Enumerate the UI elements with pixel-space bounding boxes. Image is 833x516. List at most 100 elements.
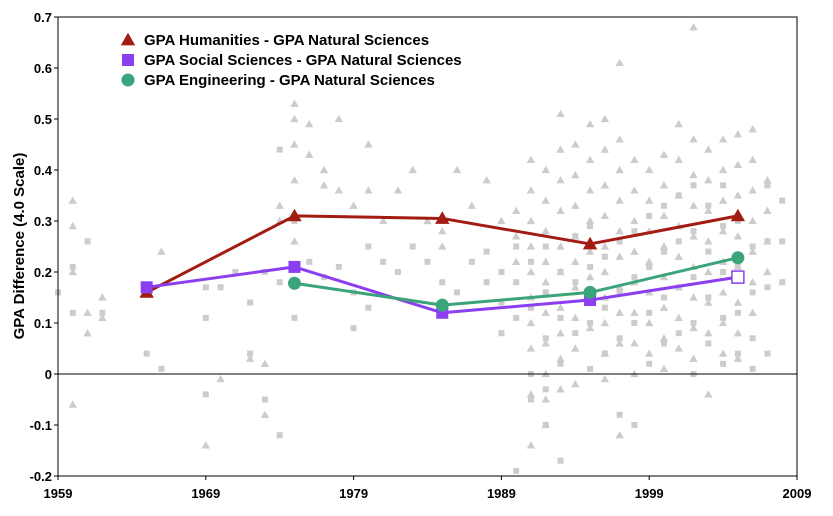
background-point: [541, 369, 550, 378]
background-point: [705, 340, 712, 347]
background-point: [158, 365, 165, 372]
background-point: [630, 155, 639, 163]
background-point: [556, 303, 565, 311]
background-point: [585, 186, 595, 194]
legend-label: GPA Engineering - GPA Natural Sciences: [144, 72, 435, 89]
background-point: [350, 325, 357, 332]
background-point: [733, 329, 743, 337]
background-point: [380, 258, 387, 265]
background-point: [689, 293, 698, 301]
background-point: [526, 441, 536, 449]
y-tick-label: 0.4: [34, 163, 53, 178]
background-point: [615, 58, 624, 67]
background-point: [572, 233, 579, 240]
background-point: [452, 165, 462, 174]
background-point: [748, 155, 757, 163]
background-point: [660, 248, 667, 255]
background-point: [83, 329, 92, 337]
background-point: [424, 258, 431, 265]
background-point: [674, 155, 683, 163]
background-point: [689, 23, 698, 31]
background-point: [779, 279, 786, 286]
background-point: [659, 334, 669, 342]
background-point: [615, 196, 624, 204]
background-point: [615, 339, 624, 347]
background-point: [600, 318, 610, 327]
background-point: [646, 309, 653, 316]
background-point: [631, 422, 638, 428]
background-point: [704, 390, 713, 398]
background-point: [202, 391, 209, 398]
background-point: [734, 263, 741, 270]
x-tick-label: 1969: [191, 486, 220, 501]
background-point: [779, 238, 786, 245]
series-1: [139, 208, 746, 298]
background-point: [616, 289, 623, 296]
background-point: [349, 201, 358, 209]
background-point: [675, 192, 682, 199]
background-point: [556, 176, 565, 184]
background-point: [630, 339, 639, 347]
background-point: [513, 279, 520, 286]
background-point: [748, 216, 757, 225]
background-point: [423, 216, 432, 225]
background-point: [541, 196, 550, 204]
background-point: [660, 202, 667, 209]
background-point: [615, 308, 624, 316]
background-point: [526, 155, 536, 163]
background-point: [675, 238, 682, 245]
background-point: [542, 422, 549, 428]
background-point: [83, 308, 92, 316]
background-point: [689, 323, 698, 332]
background-point: [98, 313, 107, 322]
background-point: [718, 196, 728, 204]
background-point: [290, 237, 299, 245]
background-point: [630, 216, 639, 225]
axes: -0.2 -0.1 0 0.1 0.2 0.3 0.4 0.5 0.6 0.7 1959 1969 19…: [30, 10, 812, 501]
background-point: [733, 160, 743, 169]
background-point: [689, 232, 698, 240]
background-point: [232, 269, 239, 275]
background-point: [439, 279, 446, 286]
background-point: [720, 360, 727, 367]
background-point: [527, 396, 534, 403]
background-point: [571, 344, 580, 352]
background-point: [290, 99, 299, 107]
x-tick-label: 2009: [783, 486, 812, 501]
background-point: [615, 431, 624, 439]
background-point: [99, 309, 106, 316]
background-point: [587, 320, 594, 326]
background-point: [365, 243, 372, 250]
background-point: [631, 274, 638, 281]
background-point: [556, 206, 565, 214]
background-point: [600, 211, 610, 220]
background-point: [513, 467, 520, 474]
background-point: [659, 242, 669, 250]
background-point: [659, 181, 669, 189]
background-point: [600, 267, 610, 276]
background-point: [587, 365, 594, 372]
background-point: [260, 359, 270, 367]
background-point: [438, 242, 447, 250]
background-point: [290, 176, 299, 184]
background-point: [526, 344, 536, 352]
background-point: [571, 201, 580, 209]
background-point: [645, 165, 654, 174]
background-point: [409, 243, 416, 250]
background-point: [763, 267, 772, 276]
x-tick-label: 1989: [487, 486, 516, 501]
background-point: [659, 364, 669, 373]
x-tick-label: 1959: [44, 486, 73, 501]
background-point: [764, 182, 771, 189]
background-point: [247, 350, 254, 357]
background-point: [764, 350, 771, 357]
background-point: [600, 145, 610, 153]
background-point: [704, 237, 713, 245]
background-point: [98, 293, 107, 301]
background-point: [585, 119, 595, 128]
background-point: [68, 196, 77, 204]
background-point: [557, 269, 564, 275]
background-point: [674, 252, 683, 260]
background-point: [645, 318, 654, 327]
background-point: [705, 248, 712, 255]
